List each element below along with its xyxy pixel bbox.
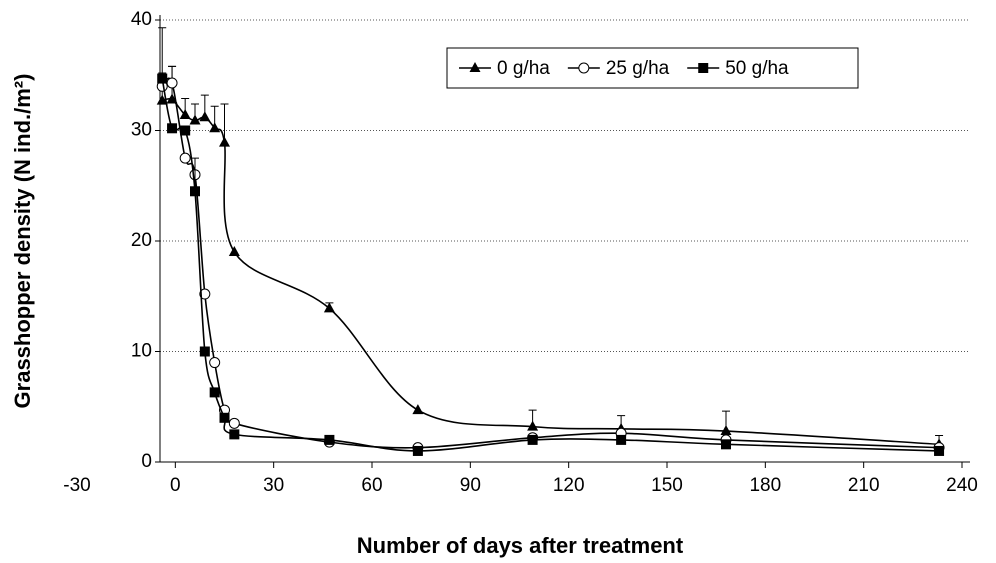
- y-axis-title: Grasshopper density (N ind./m²): [10, 74, 35, 409]
- data-point: [412, 404, 424, 415]
- data-point: [229, 429, 240, 440]
- data-point: [189, 114, 201, 125]
- y-tick-label: 40: [131, 9, 152, 30]
- series-line: [162, 97, 940, 446]
- y-tick-label: 20: [131, 230, 152, 251]
- data-point: [190, 186, 200, 197]
- x-tick-label: 90: [460, 475, 481, 496]
- data-point: [219, 412, 230, 423]
- series-line: [161, 77, 940, 449]
- data-point: [199, 288, 211, 300]
- x-tick-label: 30: [263, 475, 284, 496]
- error-bar: [191, 157, 199, 192]
- x-tick-label: 210: [848, 475, 880, 496]
- x-tick-label: 240: [946, 475, 978, 496]
- x-tick-label: -30: [63, 475, 90, 496]
- legend-label: 50 g/ha: [725, 58, 789, 79]
- data-point: [167, 123, 178, 134]
- y-tick-label: 30: [131, 120, 152, 141]
- x-tick-label: 0: [170, 475, 181, 496]
- x-axis-title: Number of days after treatment: [357, 533, 684, 558]
- x-tick-label: 180: [749, 475, 781, 496]
- data-point: [199, 346, 210, 357]
- error-bar: [158, 27, 167, 79]
- y-tick-label: 0: [141, 451, 152, 472]
- data-point: [323, 302, 335, 313]
- data-point: [412, 445, 423, 456]
- data-point: [721, 439, 731, 450]
- data-point: [179, 152, 191, 164]
- data-point: [720, 425, 732, 436]
- legend-box: [446, 47, 859, 89]
- legend-marker: [578, 62, 590, 74]
- data-point: [179, 109, 191, 120]
- x-tick-label: 150: [651, 475, 683, 496]
- data-point: [219, 136, 230, 147]
- data-point: [934, 445, 945, 456]
- data-point: [180, 125, 191, 136]
- data-point: [324, 434, 335, 445]
- series-line: [161, 78, 940, 452]
- legend-label: 0 g/ha: [497, 58, 550, 79]
- data-point: [209, 357, 221, 369]
- data-point: [157, 73, 168, 84]
- x-tick-label: 120: [553, 475, 585, 496]
- data-point: [166, 93, 178, 104]
- legend-label: 25 g/ha: [606, 58, 670, 79]
- data-point: [166, 77, 178, 89]
- legend-marker: [698, 63, 709, 73]
- data-point: [527, 420, 539, 431]
- data-point: [616, 434, 627, 445]
- y-tick-label: 10: [131, 341, 152, 362]
- data-point: [527, 434, 538, 445]
- error-bar: [220, 103, 229, 143]
- data-point: [228, 246, 240, 257]
- x-tick-label: 60: [361, 475, 382, 496]
- data-point: [209, 122, 221, 133]
- legend-marker: [469, 62, 481, 72]
- data-point: [209, 387, 220, 398]
- data-point: [228, 417, 240, 429]
- data-point: [156, 94, 168, 105]
- data-point: [199, 111, 211, 122]
